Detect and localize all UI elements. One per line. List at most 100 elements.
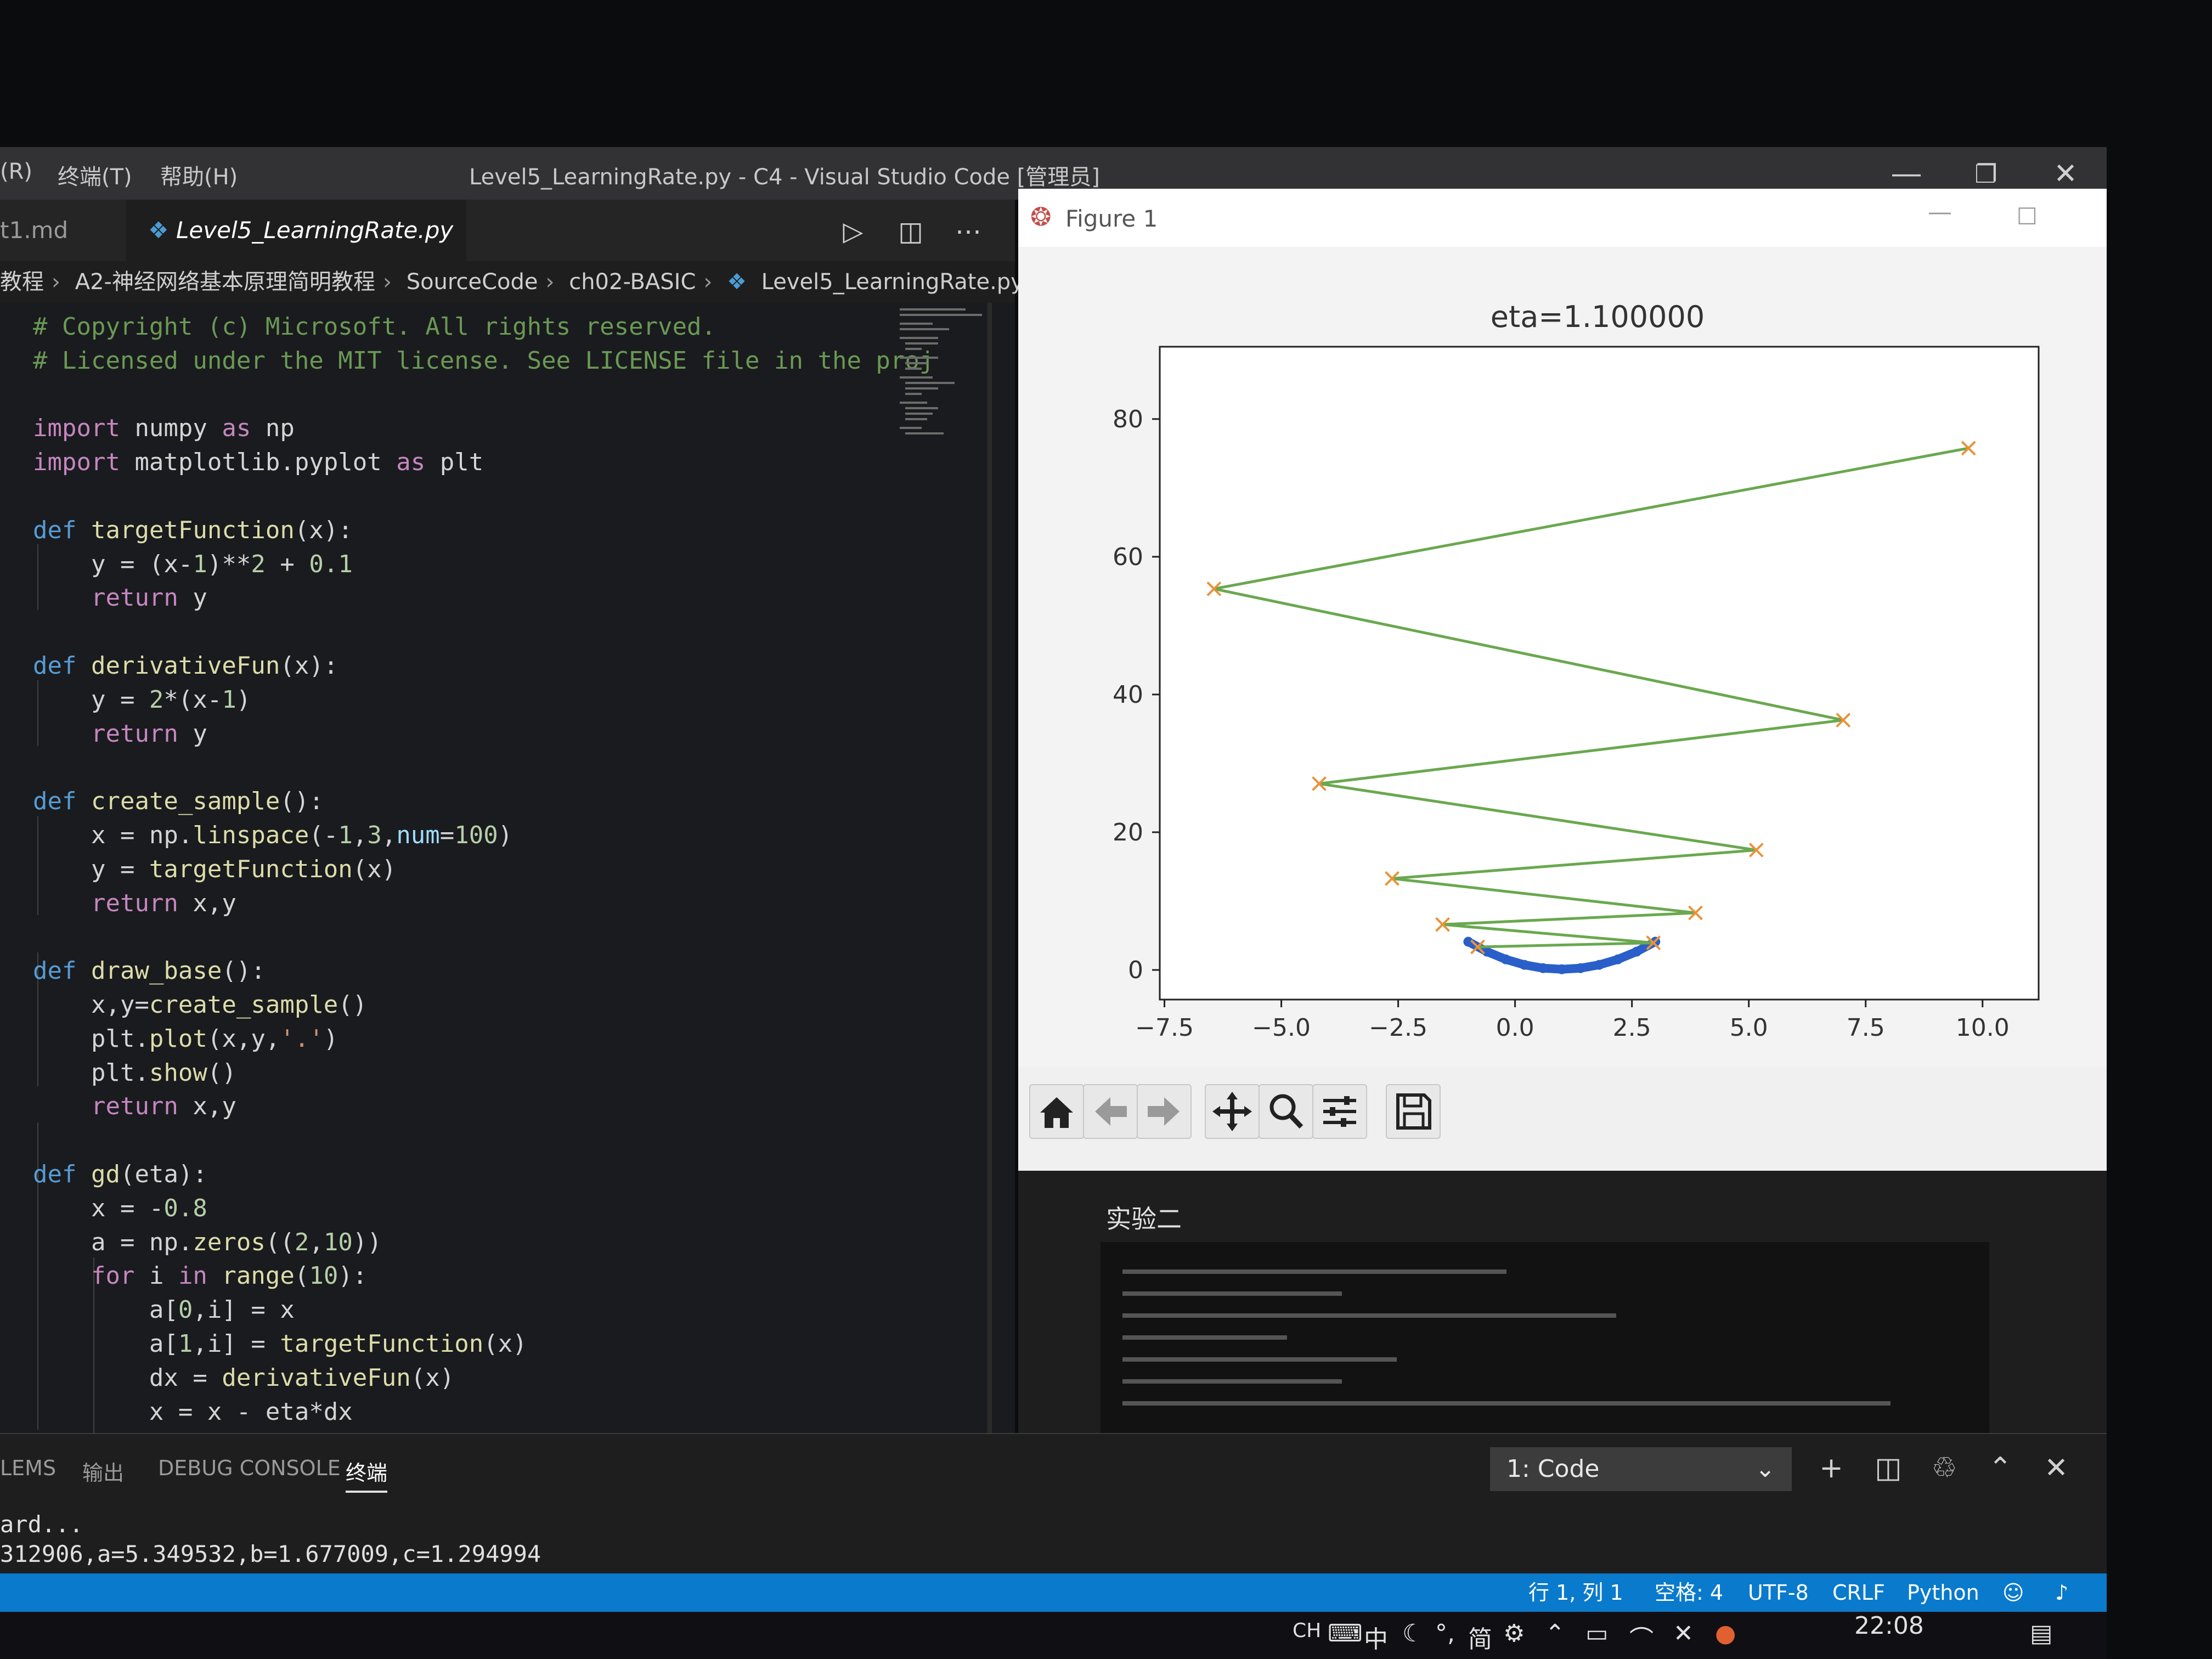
code-line: y = (x-1)**2 + 0.1 xyxy=(33,550,353,578)
forward-arrow-icon[interactable] xyxy=(1137,1084,1192,1139)
section-heading: 实验二 xyxy=(1106,1204,1182,1234)
code-line: # Licensed under the MIT license. See LI… xyxy=(33,346,934,375)
clock-time[interactable]: 22:08 xyxy=(1854,1612,1924,1640)
indent-guide xyxy=(37,544,38,610)
feedback-icon[interactable]: ☺ xyxy=(2002,1581,2024,1605)
home-icon[interactable] xyxy=(1029,1084,1084,1139)
y-tick-label: 80 xyxy=(1113,405,1143,433)
minimize-icon[interactable]: ― xyxy=(1892,157,1921,190)
save-icon[interactable] xyxy=(1386,1084,1441,1139)
plot-area: eta=1.100000 −7.5 −5.0 −2.5 0.0 2.5 5.0 7.5 10.… xyxy=(1018,247,2107,1066)
editor-scrollbar[interactable] xyxy=(988,303,992,1433)
app-tray-icon[interactable]: ● xyxy=(1715,1620,1736,1647)
terminal-select[interactable]: 1: Code ⌄ xyxy=(1490,1447,1792,1491)
matplotlib-logo-icon: ❂ xyxy=(1030,202,1052,232)
configure-icon[interactable] xyxy=(1312,1084,1367,1139)
close-window-icon[interactable]: ✕ xyxy=(2053,157,2078,190)
notification-bell-icon[interactable]: ♪ xyxy=(2055,1581,2069,1605)
simplified-indicator[interactable]: 简 xyxy=(1468,1626,1492,1654)
x-tick-label: −2.5 xyxy=(1369,1014,1427,1042)
code-line: dx = derivativeFun(x) xyxy=(33,1363,455,1392)
sample-point xyxy=(1575,963,1585,973)
moon-icon[interactable]: ☾ xyxy=(1402,1620,1424,1647)
line-ending[interactable]: CRLF xyxy=(1832,1581,1885,1605)
menu-help[interactable]: 帮助(H) xyxy=(160,165,238,190)
breadcrumb-item[interactable]: A2-神经网络基本原理简明教程 xyxy=(75,269,375,295)
figure-title-bar: ❂ Figure 1 ― □ xyxy=(1018,189,2107,247)
pan-icon[interactable] xyxy=(1205,1084,1260,1139)
indent-guide xyxy=(37,1122,38,1430)
code-line: def gd(eta): xyxy=(33,1160,207,1188)
input-lang[interactable]: 中 xyxy=(1364,1626,1388,1654)
x-tick-label: 0.0 xyxy=(1496,1014,1534,1042)
marker-stroke xyxy=(1748,843,1764,857)
action-center-icon[interactable]: ▤ xyxy=(2030,1620,2053,1647)
descent-step-marker xyxy=(1646,935,1661,950)
code-line: plt.plot(x,y,'.') xyxy=(33,1024,338,1053)
add-terminal-icon[interactable]: + xyxy=(1819,1452,1843,1485)
battery-icon[interactable]: ▭ xyxy=(1585,1620,1609,1647)
sample-point xyxy=(1463,936,1474,947)
code-line: x,y=create_sample() xyxy=(33,991,368,1019)
trash-icon[interactable]: ♲ xyxy=(1931,1452,1957,1485)
cursor-position[interactable]: 行 1, 列 1 xyxy=(1528,1581,1623,1605)
restore-icon[interactable]: ❐ xyxy=(1974,159,1997,189)
indent-guide xyxy=(37,952,38,1086)
more-actions-icon[interactable]: ⋯ xyxy=(955,216,981,247)
code-line: return y xyxy=(91,719,207,748)
breadcrumb-item[interactable]: ch02-BASIC xyxy=(569,269,696,295)
breadcrumb-item[interactable]: Level5_LearningRate.py xyxy=(761,269,1024,295)
code-line: y = 2*(x-1) xyxy=(33,685,251,714)
chevron-right-icon: › xyxy=(382,269,392,295)
minimap[interactable] xyxy=(889,303,998,445)
system-taskbar: CH ⌨ 中 ☾ °, 简 ⚙ ⌃ ▭ ⌒ ✕ ● 22:08 ▤ xyxy=(0,1612,2107,1659)
split-terminal-icon[interactable]: ◫ xyxy=(1875,1452,1902,1485)
tab-t1-md[interactable]: t1.md ● xyxy=(0,200,115,305)
descent-step-marker xyxy=(1435,917,1450,932)
code-editor[interactable]: # Copyright (c) Microsoft. All rights re… xyxy=(0,303,1015,1433)
tab-terminal[interactable]: 终端 xyxy=(346,1456,388,1493)
matplotlib-figure-window[interactable]: ❂ Figure 1 ― □ eta=1.100000 −7.5 −5.0 −2.5… xyxy=(1018,189,2107,1171)
tab-output[interactable]: 输出 xyxy=(82,1461,125,1485)
descent-step-marker xyxy=(1688,905,1703,921)
marker-stroke xyxy=(1206,581,1222,596)
tab-label: t1.md xyxy=(0,217,69,244)
code-line: import matplotlib.pyplot as plt xyxy=(33,448,484,477)
settings-gear-icon[interactable]: ⚙ xyxy=(1503,1620,1525,1647)
volume-muted-icon[interactable]: ✕ xyxy=(1673,1620,1694,1647)
code-line: plt.show() xyxy=(33,1058,236,1087)
marker-stroke xyxy=(1836,713,1851,728)
keyboard-icon[interactable]: ⌨ xyxy=(1328,1620,1363,1647)
tab-level5-learningrate[interactable]: ❖ Level5_LearningRate.py ✕ xyxy=(126,200,466,305)
maximize-icon[interactable]: □ xyxy=(2017,202,2038,227)
menu-item[interactable]: (R) xyxy=(0,159,33,184)
wifi-icon[interactable]: ⌒ xyxy=(1629,1626,1654,1654)
code-line: def derivativeFun(x): xyxy=(33,652,338,680)
indent-guide xyxy=(37,680,38,746)
indent-guide xyxy=(93,1257,94,1433)
bottom-panel: LEMS 输出 DEBUG CONSOLE 终端 1: Code ⌄ + ◫ ♲… xyxy=(0,1433,2107,1575)
run-icon[interactable]: ▷ xyxy=(843,216,864,247)
title-bar: (R) 终端(T) 帮助(H) Level5_LearningRate.py -… xyxy=(0,147,2107,200)
marker-stroke xyxy=(1961,441,1976,456)
ime-indicator[interactable]: CH xyxy=(1293,1620,1322,1642)
tab-problems[interactable]: LEMS xyxy=(0,1456,57,1480)
chevron-up-icon[interactable]: ⌃ xyxy=(1988,1452,2012,1485)
menu-terminal[interactable]: 终端(T) xyxy=(58,165,132,190)
indentation[interactable]: 空格: 4 xyxy=(1655,1581,1724,1605)
tab-debug-console[interactable]: DEBUG CONSOLE xyxy=(158,1456,341,1480)
minimize-icon[interactable]: ― xyxy=(1929,200,1951,225)
language-mode[interactable]: Python xyxy=(1907,1581,1979,1605)
punctuation-icon[interactable]: °, xyxy=(1435,1620,1455,1647)
chevron-up-icon[interactable]: ⌃ xyxy=(1545,1620,1565,1647)
back-arrow-icon[interactable] xyxy=(1083,1084,1138,1139)
breadcrumb-item[interactable]: SourceCode xyxy=(406,269,538,295)
descent-step-marker xyxy=(1748,843,1764,857)
zoom-icon[interactable] xyxy=(1259,1084,1313,1139)
close-panel-icon[interactable]: ✕ xyxy=(2044,1452,2068,1485)
encoding[interactable]: UTF-8 xyxy=(1748,1581,1809,1605)
split-editor-icon[interactable]: ◫ xyxy=(898,216,923,247)
y-tick-label: 60 xyxy=(1113,543,1143,571)
breadcrumb-item[interactable]: 教程 xyxy=(0,269,44,295)
code-line: import numpy as np xyxy=(33,414,295,443)
